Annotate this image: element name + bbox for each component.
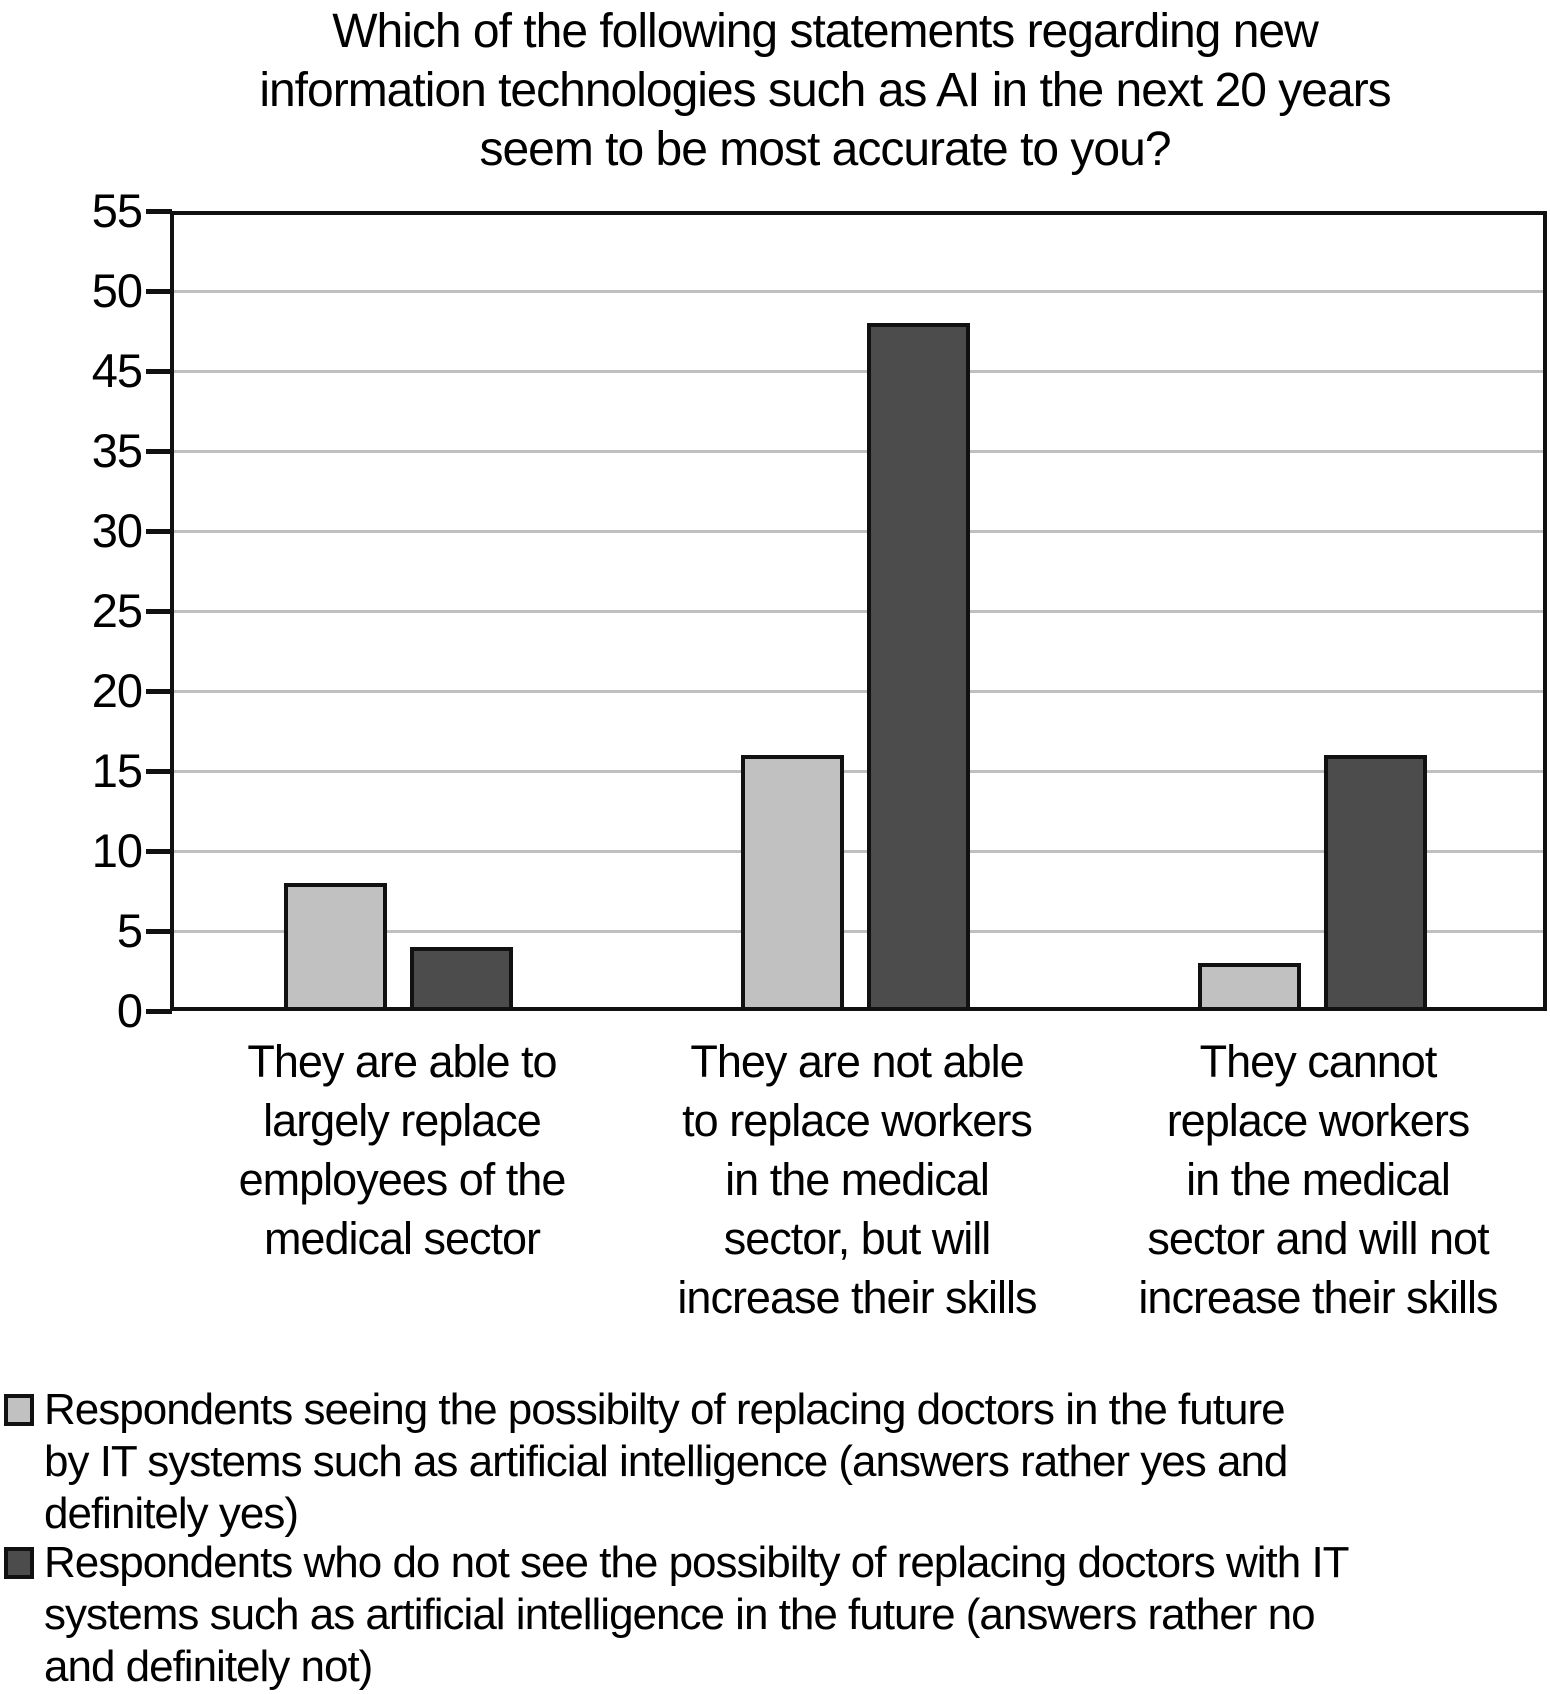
y-tick-label: 25 [91,584,143,637]
y-tick [146,609,172,614]
gridline [170,370,1547,373]
legend-item-no-text: Respondents who do not see the possibilt… [44,1538,1350,1691]
y-tick-label: 45 [91,344,143,397]
legend-item-no: Respondents who do not see the possibilt… [4,1537,1546,1693]
category-label-2: They are not able to replace workers in … [677,1036,1037,1323]
gridline [170,930,1547,933]
category-label-3: They cannot replace workers in the medic… [1138,1036,1498,1323]
y-tick-label: 35 [91,424,143,477]
gridline [170,450,1547,453]
y-tick-label: 55 [91,184,143,237]
bar-series1-group1 [284,883,387,1011]
legend-swatch-dark-gray [4,1547,34,1579]
legend-item-yes: Respondents seeing the possibilty of rep… [4,1384,1546,1540]
y-tick [146,529,172,534]
gridline [170,290,1547,293]
y-tick [146,1009,172,1014]
gridline [170,610,1547,613]
y-tick [146,689,172,694]
bar-series2-group2 [867,323,970,1011]
y-tick-label: 0 [116,984,143,1037]
y-tick [146,209,172,214]
bar-series2-group1 [410,947,513,1011]
y-tick-label: 15 [91,744,143,797]
gridline [170,850,1547,853]
y-tick-label: 50 [91,264,143,317]
y-tick [146,369,172,374]
chart-title: Which of the following statements regard… [259,5,1391,176]
y-tick-label: 20 [91,664,143,717]
gridline [170,530,1547,533]
plot-area [170,211,1547,1011]
bar-series1-group3 [1198,963,1301,1011]
gridline [170,690,1547,693]
y-tick-label: 5 [116,904,143,957]
y-tick [146,769,172,774]
y-tick-label: 30 [91,504,143,557]
y-tick [146,449,172,454]
legend-item-yes-text: Respondents seeing the possibilty of rep… [44,1385,1288,1538]
y-tick-label: 10 [91,824,143,877]
y-tick [146,849,172,854]
bar-series1-group2 [741,755,844,1011]
y-tick [146,289,172,294]
category-label-1: They are able to largely replace employe… [238,1036,567,1264]
gridline [170,770,1547,773]
legend-swatch-light-gray [4,1394,34,1426]
bar-series2-group3 [1324,755,1427,1011]
y-tick [146,929,172,934]
